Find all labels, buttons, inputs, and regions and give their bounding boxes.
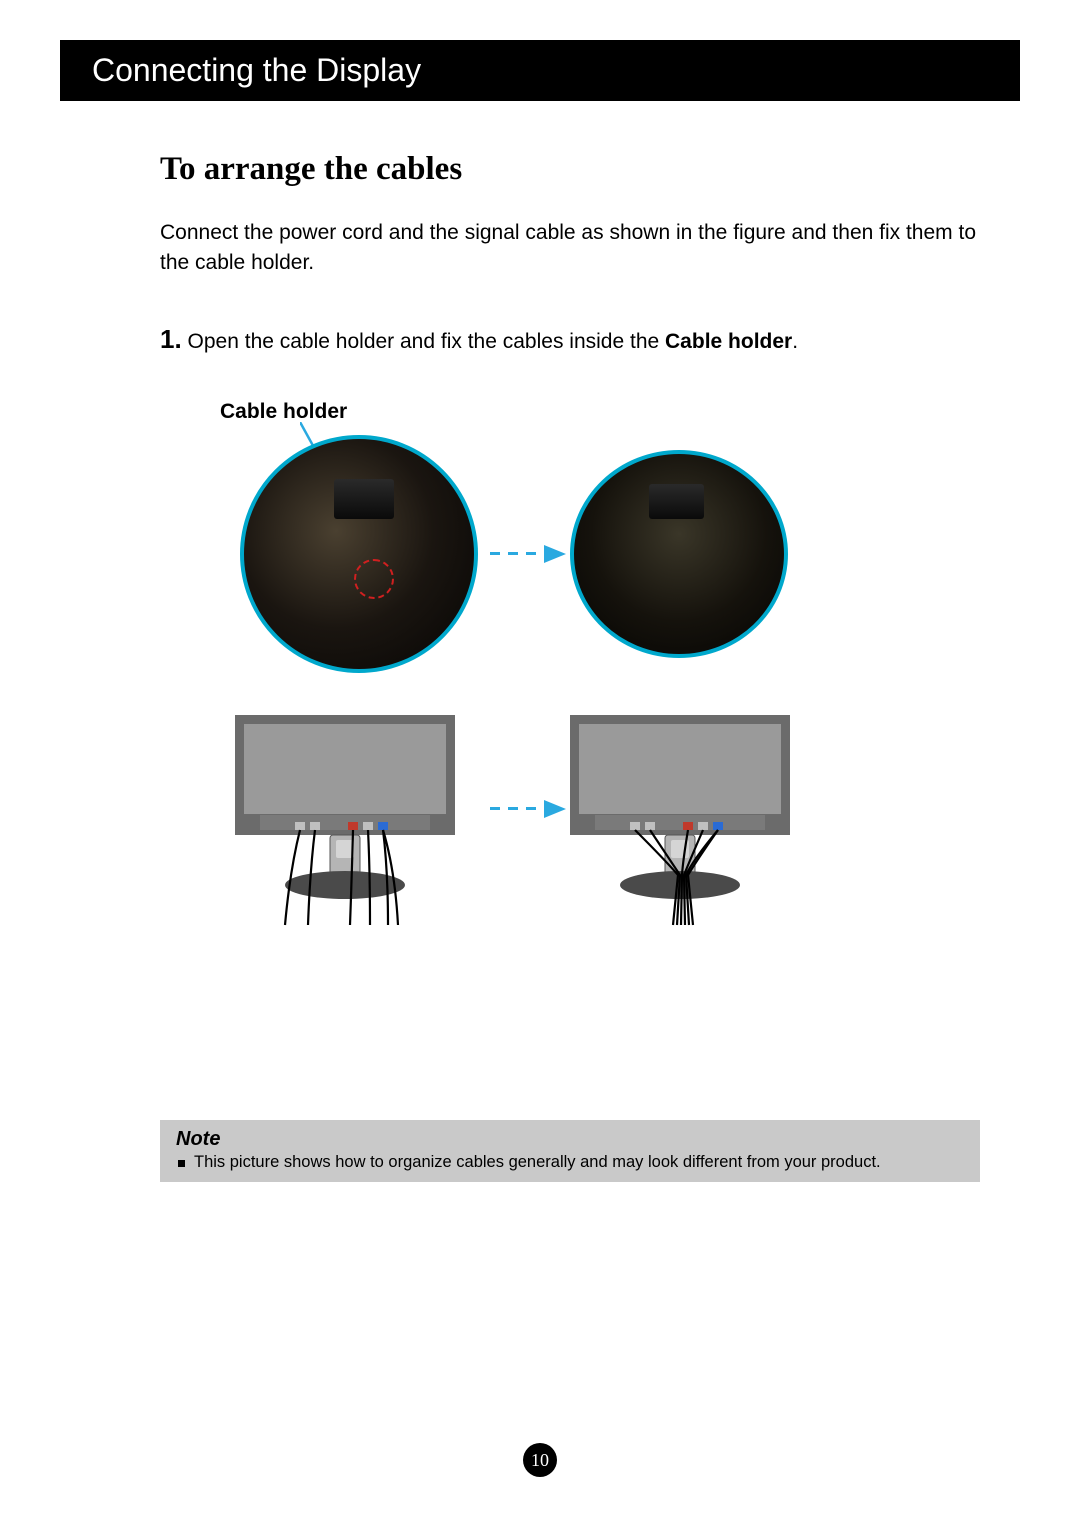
step-text-post: . [792, 330, 798, 353]
detail-photo-open [570, 450, 788, 658]
note-title: Note [176, 1128, 964, 1151]
step-text-bold: Cable holder [665, 330, 792, 353]
section-title: To arrange the cables [160, 151, 980, 188]
step-1: 1. Open the cable holder and fix the cab… [160, 324, 980, 355]
step-number: 1. [160, 324, 182, 354]
step-text-pre: Open the cable holder and fix the cables… [182, 330, 665, 353]
callout-label: Cable holder [220, 400, 347, 424]
arrow-icon [490, 545, 566, 563]
page-number: 10 [523, 1443, 557, 1477]
arrow-icon [490, 800, 566, 818]
figure-area: Cable holder [210, 400, 980, 960]
note-box: Note This picture shows how to organize … [160, 1120, 980, 1182]
manual-page: Connecting the Display To arrange the ca… [0, 40, 1080, 1517]
detail-photo-closed [240, 435, 478, 673]
header-title: Connecting the Display [92, 52, 421, 88]
highlight-circle [354, 559, 394, 599]
page-header: Connecting the Display [60, 40, 1020, 101]
monitor-after-diagram [565, 710, 795, 930]
push-tab-icon [649, 484, 704, 519]
monitor-before-diagram [230, 710, 460, 930]
note-body: This picture shows how to organize cable… [176, 1153, 964, 1172]
intro-text: Connect the power cord and the signal ca… [160, 218, 980, 279]
push-tab-icon [334, 479, 394, 519]
content-area: To arrange the cables Connect the power … [0, 101, 1080, 960]
